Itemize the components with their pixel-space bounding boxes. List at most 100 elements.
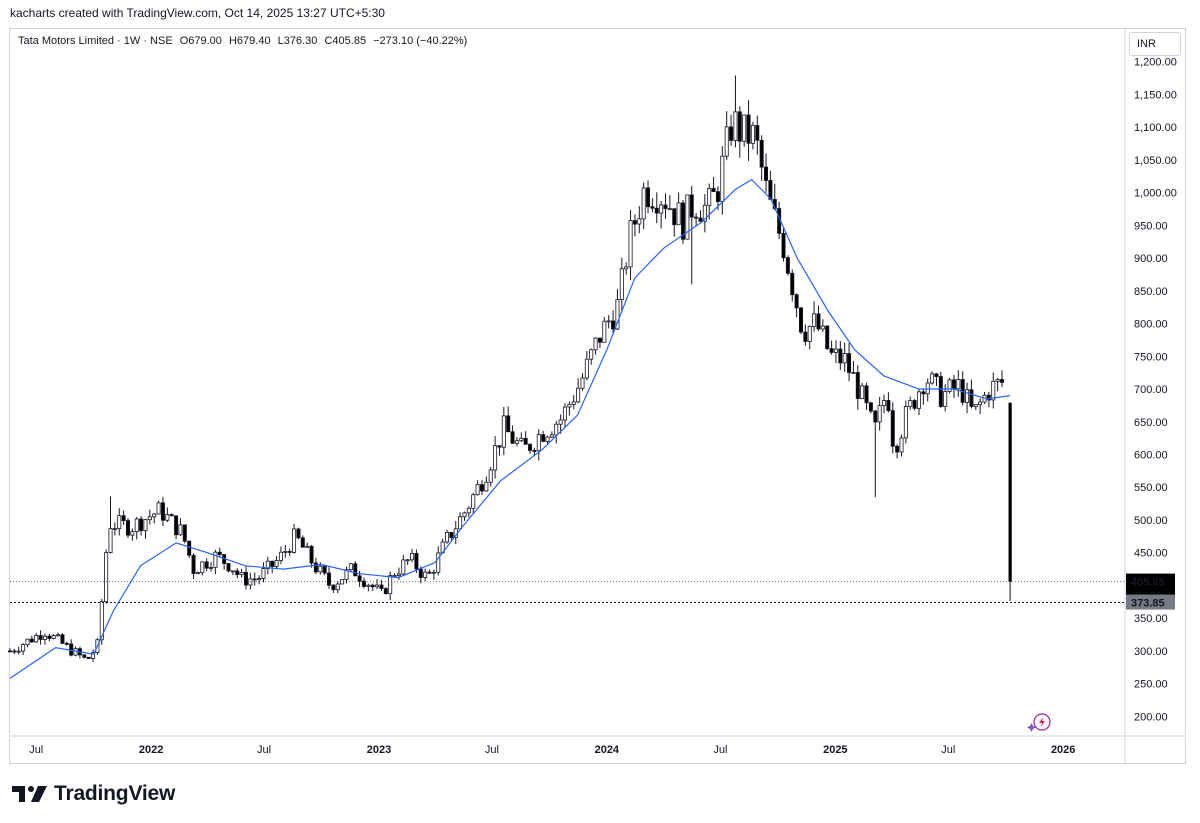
candle-body <box>278 551 283 561</box>
candle-body <box>318 565 323 573</box>
currency-selector[interactable]: INR <box>1129 32 1181 56</box>
candle-body <box>475 484 480 496</box>
candle-body <box>370 584 375 588</box>
candle-body <box>632 220 637 225</box>
candle-body <box>38 635 43 640</box>
price-tick-label: 1,000.00 <box>1134 188 1177 200</box>
candle-body <box>868 402 873 412</box>
candle-body <box>672 208 677 226</box>
candle-body <box>313 562 318 573</box>
chart-credit: kacharts created with TradingView.com, O… <box>10 6 385 20</box>
low-value: L376.30 <box>277 35 318 47</box>
candle-body <box>947 379 952 392</box>
price-tick-label: 350.00 <box>1134 613 1168 625</box>
candle-body <box>1000 379 1005 383</box>
candle-body <box>558 419 563 425</box>
candle-body <box>488 469 493 483</box>
candle-body <box>125 520 130 536</box>
candle-body <box>82 654 87 658</box>
candle-body <box>21 644 26 652</box>
candle-body <box>746 114 751 144</box>
candle-body <box>702 204 707 222</box>
price-tick-label: 1,100.00 <box>1134 122 1177 134</box>
candle-body <box>265 560 270 569</box>
candle-body <box>951 379 956 390</box>
candle-body <box>549 434 554 438</box>
price-tick-label: 550.00 <box>1134 482 1168 494</box>
candle-body <box>209 566 214 569</box>
candle-body <box>86 656 91 659</box>
candle-body <box>750 125 755 144</box>
candle-body <box>720 155 725 202</box>
price-label: 405.85 <box>1131 577 1165 589</box>
tradingview-logo-text: TradingView <box>54 782 176 805</box>
candle-body <box>414 553 419 570</box>
price-tick-label: 500.00 <box>1134 515 1168 527</box>
price-tick-label: 250.00 <box>1134 679 1168 691</box>
candle-body <box>855 372 860 399</box>
tradingview-logo-icon <box>12 786 47 802</box>
time-tick-label: Jul <box>257 744 271 756</box>
candle-body <box>978 401 983 405</box>
candle-body <box>689 194 694 218</box>
candle-body <box>973 404 978 407</box>
candle-body <box>676 202 681 226</box>
price-tick-label: 1,150.00 <box>1134 89 1177 101</box>
candle-body <box>580 377 585 389</box>
candle-body <box>305 545 310 548</box>
candle-body <box>838 348 843 364</box>
candle-body <box>169 514 174 517</box>
sparkle-icon <box>1027 723 1036 732</box>
candle-body <box>174 515 179 536</box>
candle-body <box>956 379 961 390</box>
price-tick-label: 450.00 <box>1134 548 1168 560</box>
candle-body <box>29 638 34 643</box>
candle-body <box>493 445 498 471</box>
candle-body <box>554 423 559 436</box>
candle-body <box>357 575 362 582</box>
candle-body <box>139 518 144 532</box>
candle-body <box>742 114 747 142</box>
time-tick-label: Jul <box>941 744 955 756</box>
price-label-box <box>1126 594 1175 610</box>
price-tick-label: 950.00 <box>1134 220 1168 232</box>
candle-body <box>903 406 908 439</box>
candle-body <box>916 391 921 409</box>
candle-body <box>628 220 633 268</box>
candle-body <box>252 578 257 581</box>
time-tick-label: 2024 <box>595 744 620 756</box>
candle-body <box>711 188 716 193</box>
candle-body <box>51 635 56 639</box>
candle-body <box>829 348 834 353</box>
candle-body <box>908 400 913 407</box>
candle-body <box>729 126 734 141</box>
candle-body <box>235 570 240 576</box>
candle-body <box>449 532 454 538</box>
candle-body <box>178 524 183 536</box>
high-value: H679.40 <box>228 35 271 47</box>
candle-body <box>47 635 52 639</box>
tradingview-branding: TradingView <box>12 782 175 806</box>
candle-body <box>383 588 388 595</box>
candle-body <box>986 394 991 401</box>
candle-body <box>160 502 165 521</box>
candle-body <box>969 389 974 407</box>
time-tick-label: 2023 <box>367 744 391 756</box>
candle-body <box>401 559 406 575</box>
symbol-legend: Tata Motors Limited · 1W · NSE O679.00 H… <box>18 35 471 47</box>
candle-body <box>764 166 769 181</box>
candle-body <box>803 331 808 342</box>
candle-body <box>156 502 161 515</box>
candle-body <box>7 650 12 653</box>
candle-body <box>567 403 572 408</box>
candle-body <box>807 325 812 342</box>
candle-body <box>226 563 231 572</box>
candle-body <box>431 571 436 574</box>
price-tick-label: 700.00 <box>1134 384 1168 396</box>
candle-body <box>353 563 358 577</box>
candle-body <box>445 532 450 543</box>
candle-body <box>615 299 620 330</box>
candle-body <box>405 559 410 562</box>
candle-body <box>694 216 699 219</box>
